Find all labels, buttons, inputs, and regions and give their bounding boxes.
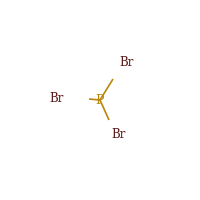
Text: P: P — [96, 94, 104, 106]
Text: Br: Br — [120, 56, 134, 70]
Text: Br: Br — [112, 129, 126, 142]
Text: Br: Br — [50, 92, 64, 106]
